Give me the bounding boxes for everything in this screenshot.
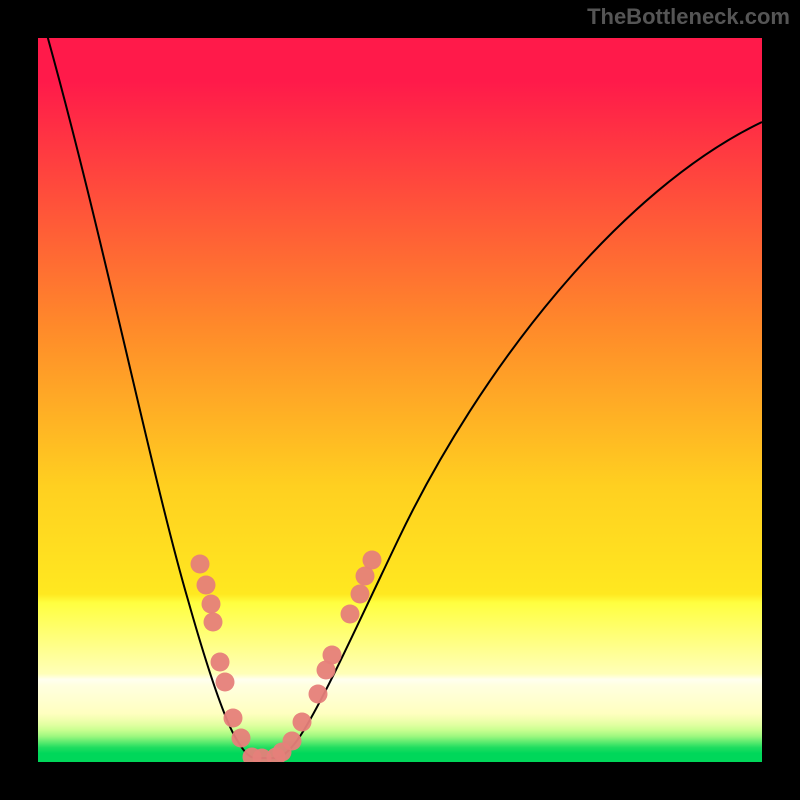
data-marker [323, 646, 342, 665]
data-marker [224, 709, 243, 728]
data-marker [283, 732, 302, 751]
data-marker [309, 685, 328, 704]
data-marker [293, 713, 312, 732]
bottleneck-curve-chart [0, 0, 800, 800]
data-marker [341, 605, 360, 624]
data-marker [197, 576, 216, 595]
data-marker [191, 555, 210, 574]
data-marker [363, 551, 382, 570]
data-marker [211, 653, 230, 672]
data-marker [204, 613, 223, 632]
watermark-text: TheBottleneck.com [587, 4, 790, 30]
data-marker [216, 673, 235, 692]
data-marker [232, 729, 251, 748]
data-marker [351, 585, 370, 604]
data-marker [202, 595, 221, 614]
gradient-background [38, 38, 762, 762]
